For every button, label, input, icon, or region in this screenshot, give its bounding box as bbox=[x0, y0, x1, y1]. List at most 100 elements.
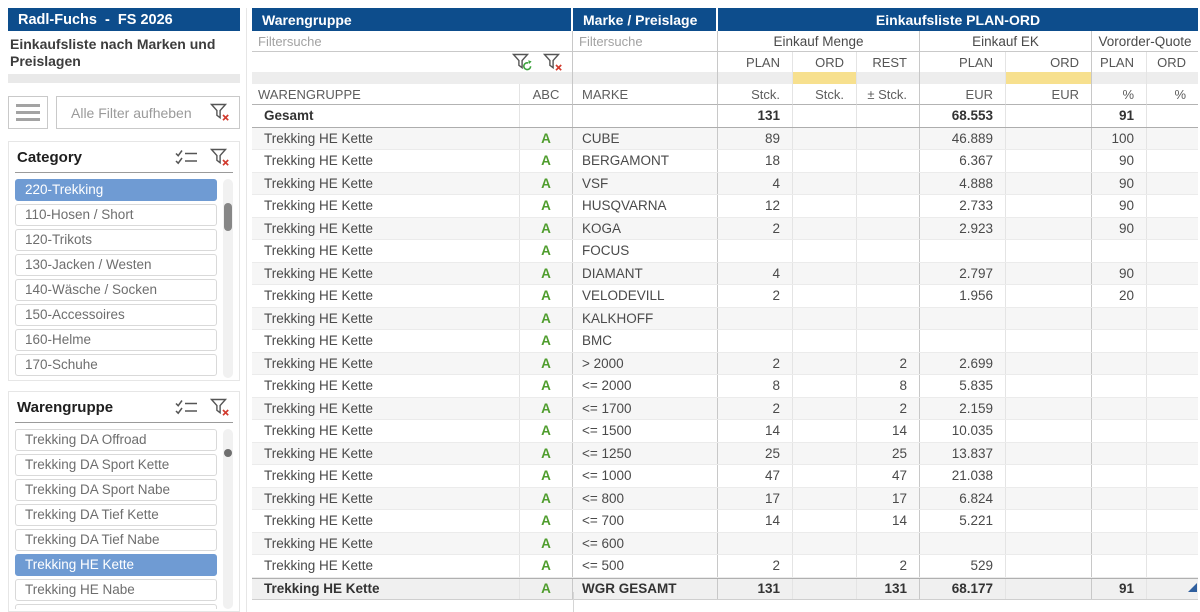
table-row[interactable]: Trekking HE Kette A CUBE 89 46.889 100 bbox=[252, 127, 1198, 150]
cell-plan bbox=[718, 240, 793, 262]
table-row[interactable]: Trekking HE Kette A <= 2000 8 8 5.835 bbox=[252, 375, 1198, 398]
cell-q-plan: 90 bbox=[1092, 195, 1147, 217]
filtersuche-input-warengruppe[interactable] bbox=[252, 34, 572, 49]
multi-select-button[interactable] bbox=[175, 149, 198, 166]
list-item[interactable]: Trekking DA Sport Nabe bbox=[15, 479, 217, 502]
table-row[interactable]: Trekking HE Kette A KOGA 2 2.923 90 bbox=[252, 217, 1198, 240]
filtersuche-input-marke[interactable] bbox=[573, 34, 717, 49]
table-row[interactable]: Trekking HE Kette A <= 600 bbox=[252, 532, 1198, 555]
col-header-abc: ABC bbox=[520, 84, 573, 105]
cell-plan: 18 bbox=[718, 150, 793, 172]
list-item[interactable]: Trekking HE Offroad bbox=[15, 604, 217, 609]
subcol-menge-plan: PLAN bbox=[718, 52, 793, 72]
menu-button[interactable] bbox=[8, 96, 48, 130]
table-row[interactable]: Trekking HE Kette A BERGAMONT 18 6.367 9… bbox=[252, 150, 1198, 173]
table-row[interactable]: Trekking HE Kette A KALKHOFF bbox=[252, 307, 1198, 330]
cell-abc: A bbox=[520, 150, 573, 172]
table-row[interactable]: Gesamt 131 68.553 91 bbox=[252, 105, 1198, 128]
table-row[interactable]: Trekking HE Kette A <= 700 14 14 5.221 bbox=[252, 510, 1198, 533]
table-row[interactable]: Trekking HE Kette A <= 1000 47 47 21.038 bbox=[252, 465, 1198, 488]
cell-rest: 25 bbox=[857, 442, 920, 464]
list-item[interactable]: Trekking DA Tief Kette bbox=[15, 504, 217, 527]
cell-ek-ord bbox=[1006, 375, 1092, 397]
cell-rest: 2 bbox=[857, 555, 920, 577]
cell-plan: 131 bbox=[718, 105, 793, 127]
cell-ek-plan: 46.889 bbox=[920, 127, 1006, 149]
cell-marke: KOGA bbox=[573, 217, 718, 239]
table-row[interactable]: Trekking HE Kette A <= 1700 2 2 2.159 bbox=[252, 397, 1198, 420]
list-item[interactable]: Trekking HE Nabe bbox=[15, 579, 217, 602]
table-header-marke-preislage: Marke / Preislage bbox=[573, 8, 716, 31]
apply-filter-button[interactable] bbox=[512, 53, 533, 72]
cell-ek-plan: 5.221 bbox=[920, 510, 1006, 532]
cell-marke: BMC bbox=[573, 330, 718, 352]
cell-ek-ord bbox=[1006, 578, 1092, 599]
list-item[interactable]: 140-Wäsche / Socken bbox=[15, 279, 217, 302]
table-row[interactable]: Trekking HE Kette A VSF 4 4.888 90 bbox=[252, 172, 1198, 195]
table-row[interactable]: Trekking HE Kette A BMC bbox=[252, 330, 1198, 353]
list-item[interactable]: Trekking DA Offroad bbox=[15, 429, 217, 452]
table-row[interactable]: Trekking HE Kette A VELODEVILL 2 1.956 2… bbox=[252, 285, 1198, 308]
cell-marke: BERGAMONT bbox=[573, 150, 718, 172]
cell-q-ord bbox=[1147, 533, 1198, 555]
table-row[interactable]: Trekking HE Kette A DIAMANT 4 2.797 90 bbox=[252, 262, 1198, 285]
cell-rest bbox=[857, 127, 920, 149]
cell-abc: A bbox=[520, 397, 573, 419]
cell-ek-ord bbox=[1006, 240, 1092, 262]
group-header-einkauf-menge: Einkauf Menge bbox=[718, 31, 920, 52]
resize-handle[interactable] bbox=[1188, 583, 1197, 592]
clear-table-filter-button[interactable] bbox=[543, 53, 564, 72]
cell-plan: 14 bbox=[718, 420, 793, 442]
table-row[interactable]: Trekking HE Kette A <= 1500 14 14 10.035 bbox=[252, 420, 1198, 443]
table-row[interactable]: Trekking HE Kette A WGR GESAMT 131 131 6… bbox=[252, 577, 1198, 600]
table-row[interactable]: Trekking HE Kette A > 2000 2 2 2.699 bbox=[252, 352, 1198, 375]
cell-ek-ord bbox=[1006, 285, 1092, 307]
category-scroll-thumb[interactable] bbox=[224, 203, 232, 232]
table-row[interactable]: Trekking HE Kette A HUSQVARNA 12 2.733 9… bbox=[252, 195, 1198, 218]
cell-abc: A bbox=[520, 352, 573, 374]
table-row[interactable]: Trekking HE Kette A <= 1250 25 25 13.837 bbox=[252, 442, 1198, 465]
category-filter-panel: Category 220-Trekking 110-Hosen / Short 12… bbox=[8, 141, 240, 382]
table-row[interactable]: Trekking HE Kette A <= 800 17 17 6.824 bbox=[252, 487, 1198, 510]
cell-ek-plan bbox=[920, 240, 1006, 262]
cell-q-plan: 90 bbox=[1092, 217, 1147, 239]
cell-q-ord bbox=[1147, 308, 1198, 330]
cell-rest bbox=[857, 105, 920, 127]
list-item[interactable]: 160-Helme bbox=[15, 329, 217, 352]
clear-category-filter-button[interactable] bbox=[210, 148, 231, 167]
cell-wgr: Trekking HE Kette bbox=[252, 555, 520, 577]
cell-wgr: Trekking HE Kette bbox=[252, 510, 520, 532]
cell-marke: <= 500 bbox=[573, 555, 718, 577]
cell-wgr: Trekking HE Kette bbox=[252, 150, 520, 172]
cell-ord bbox=[793, 330, 857, 352]
list-item[interactable]: 220-Trekking bbox=[15, 179, 217, 202]
cell-q-ord bbox=[1147, 173, 1198, 195]
cell-wgr: Trekking HE Kette bbox=[252, 307, 520, 329]
list-item[interactable]: Trekking HE Kette bbox=[15, 554, 217, 577]
cell-plan: 14 bbox=[718, 510, 793, 532]
cell-rest bbox=[857, 532, 920, 554]
reset-all-filters-button[interactable]: Alle Filter aufheben bbox=[56, 96, 240, 130]
list-item[interactable]: 120-Trikots bbox=[15, 229, 217, 252]
multi-select-button[interactable] bbox=[175, 399, 198, 416]
list-item[interactable]: 150-Accessoires bbox=[15, 304, 217, 327]
cell-q-ord bbox=[1147, 105, 1198, 127]
list-item[interactable]: Trekking DA Tief Nabe bbox=[15, 529, 217, 552]
col-header-marke: MARKE bbox=[573, 84, 718, 105]
cell-wgr: Trekking HE Kette bbox=[252, 578, 520, 599]
warengruppe-scroll-thumb[interactable] bbox=[224, 449, 232, 458]
cell-rest bbox=[857, 195, 920, 217]
list-item[interactable]: 170-Schuhe bbox=[15, 354, 217, 377]
list-item[interactable]: 130-Jacken / Westen bbox=[15, 254, 217, 277]
list-item[interactable]: 110-Hosen / Short bbox=[15, 204, 217, 227]
unit-ek-plan: EUR bbox=[920, 84, 1006, 105]
filter-clear-icon bbox=[210, 398, 229, 416]
clear-warengruppe-filter-button[interactable] bbox=[210, 398, 231, 417]
cell-ord bbox=[793, 240, 857, 262]
table-row[interactable]: Trekking HE Kette A FOCUS bbox=[252, 240, 1198, 263]
cell-rest bbox=[857, 240, 920, 262]
table-row[interactable]: Trekking HE Kette A <= 500 2 2 529 bbox=[252, 555, 1198, 578]
cell-ek-plan bbox=[920, 330, 1006, 352]
list-item[interactable]: Trekking DA Sport Kette bbox=[15, 454, 217, 477]
cell-ek-plan: 68.553 bbox=[920, 105, 1006, 127]
